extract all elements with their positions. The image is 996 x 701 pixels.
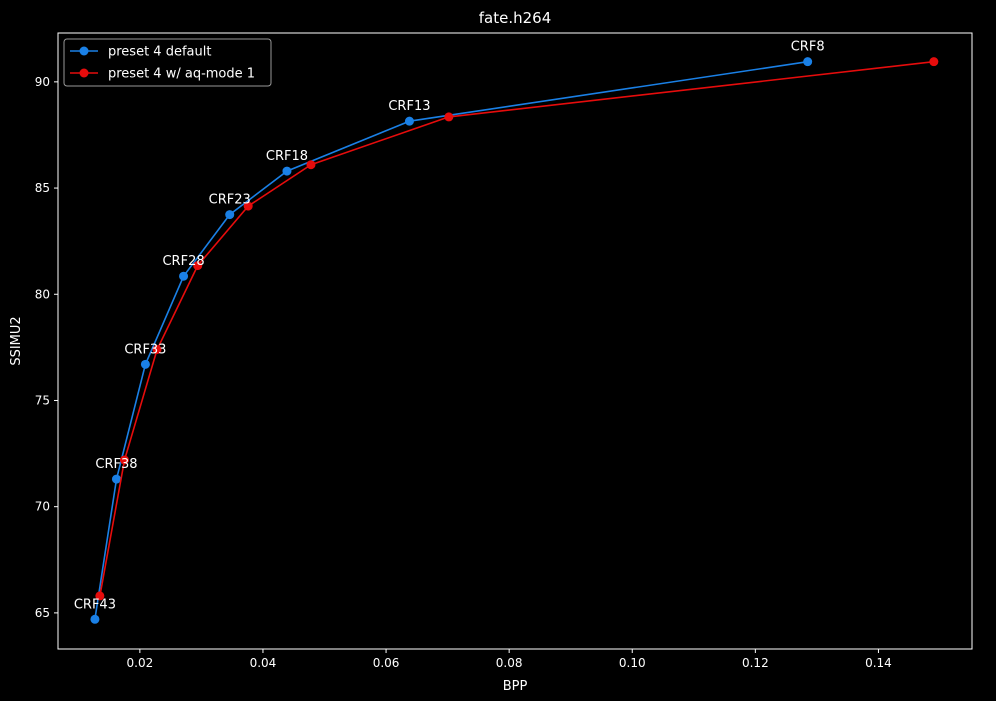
y-tick-label: 85 <box>35 181 50 195</box>
crf-annotation: CRF33 <box>124 342 166 357</box>
crf-annotation: CRF38 <box>95 457 137 472</box>
crf-annotation: CRF18 <box>266 149 308 164</box>
axis-ticks: 0.02 0.04 0.06 0.08 0.10 0.12 0.14 65 70 75 80 85 90 <box>35 75 892 670</box>
series-2-point <box>95 591 105 601</box>
chart-title: fate.h264 <box>479 9 552 27</box>
series-2-point <box>444 112 454 122</box>
x-tick-label: 0.08 <box>496 656 523 670</box>
x-tick-label: 0.06 <box>373 656 400 670</box>
series-1-point <box>111 474 121 484</box>
crf-annotation: CRF8 <box>791 40 825 55</box>
y-tick-label: 90 <box>35 75 50 89</box>
series-2-point <box>193 261 203 271</box>
series-line-2 <box>99 60 934 597</box>
series-2-point <box>243 201 253 211</box>
y-axis-label: SSIMU2 <box>9 316 24 365</box>
legend-marker-2 <box>79 68 89 78</box>
crf-annotation: CRF13 <box>388 99 430 114</box>
crf-annotation: CRF28 <box>162 254 204 269</box>
y-tick-label: 65 <box>35 606 50 620</box>
series-layer <box>90 57 939 624</box>
series-2-point <box>152 344 162 354</box>
crf-annotation: CRF43 <box>74 597 116 612</box>
plot-area <box>57 32 973 650</box>
legend: preset 4 default preset 4 w/ aq-mode 1 <box>63 38 272 87</box>
series-1-point <box>140 359 150 369</box>
series-1-point <box>225 210 235 220</box>
x-axis-label: BPP <box>503 679 528 694</box>
x-tick-label: 0.02 <box>127 656 154 670</box>
series-1-point <box>404 116 414 126</box>
crf-annotation: CRF23 <box>209 193 251 208</box>
legend-label-1: preset 4 default <box>108 45 211 60</box>
x-tick-label: 0.14 <box>865 656 892 670</box>
legend-marker-1 <box>79 46 89 56</box>
y-tick-label: 70 <box>35 500 50 514</box>
series-2-point <box>306 160 316 170</box>
series-1-point <box>803 57 813 67</box>
series-1-point <box>90 614 100 624</box>
series-1-point <box>179 271 189 281</box>
annotation-layer: CRF43 CRF38 CRF33 CRF28 CRF23 CRF18 CRF13 CRF8 <box>74 40 825 613</box>
x-tick-label: 0.04 <box>250 656 277 670</box>
plot-frame <box>57 32 973 650</box>
y-tick-label: 80 <box>35 287 50 301</box>
y-tick-label: 75 <box>35 393 50 407</box>
x-tick-label: 0.10 <box>619 656 646 670</box>
series-1-point <box>282 166 292 176</box>
series-2-point <box>119 455 129 465</box>
legend-label-2: preset 4 w/ aq-mode 1 <box>108 67 255 82</box>
x-tick-label: 0.12 <box>742 656 769 670</box>
legend-frame <box>63 38 272 87</box>
series-2-point <box>929 57 939 67</box>
